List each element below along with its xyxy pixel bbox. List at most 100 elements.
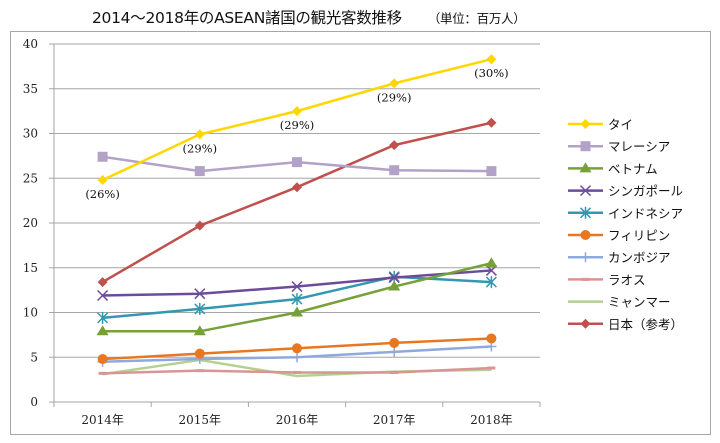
data-label: (29%) [183,141,218,155]
data-point [194,166,205,177]
data-point [292,182,302,193]
data-point [388,272,400,284]
legend-item: タイ [568,117,633,132]
series-lines [96,54,498,378]
series-7 [98,366,496,375]
data-point [97,175,108,186]
y-tick-label: 40 [23,37,38,51]
data-point [389,337,400,348]
data-point [194,288,206,300]
legend-label: シンガポール [608,184,683,199]
series-1 [97,151,497,177]
chart-frame [10,31,711,435]
x-tick-label: 2018年 [470,413,513,427]
data-label: (26%) [85,187,120,201]
data-point [97,289,109,302]
chart-title: 2014～2018年のASEAN諸国の観光客数推移 （単位：百万人） [92,6,526,28]
legend: タイマレーシアベトナムシンガポールインドネシアフィリピンカンボジアラオスミャンマ… [568,117,683,332]
legend-marker [579,162,592,173]
legend-item: フィリピン [568,228,670,243]
y-tick-label: 10 [23,306,38,320]
legend-item: シンガポール [568,184,683,199]
series-0 [97,54,497,186]
y-tick-label: 35 [23,82,38,96]
data-point [194,220,205,231]
legend-label: ラオス [608,272,646,287]
data-point [97,151,108,162]
data-label: (29%) [280,118,315,132]
data-labels: (26%) (29%) (29%) (29%) (30%) [85,66,508,201]
legend-label: タイ [608,117,633,132]
data-point [389,346,400,357]
legend-label: ベトナム [608,161,658,176]
data-point [96,325,109,336]
legend-marker [580,252,591,263]
legend-label: 日本（参考） [608,317,683,332]
data-point [97,277,108,288]
legend-marker [580,141,591,152]
legend-label: マレーシア [608,139,670,154]
data-point [292,106,302,117]
y-tick-label: 20 [23,216,38,230]
y-tick-label: 0 [30,395,38,409]
legend-item: マレーシア [568,139,670,154]
x-tick-label: 2017年 [373,413,416,427]
y-tick-label: 25 [23,171,38,185]
data-point [194,302,206,315]
data-point [292,352,302,363]
series-line [101,121,492,284]
series-5 [97,333,497,365]
data-point [485,276,497,289]
x-tick-label: 2015年 [179,413,222,427]
data-point [194,129,205,140]
data-point [486,54,497,65]
data-point [389,78,400,89]
legend-marker [580,230,591,240]
axes: 0 5 10 15 20 25 30 35 40 2014年 2015年 2016年 2017年 2018… [23,37,541,427]
data-point [291,293,303,306]
data-point [97,354,108,365]
series-2 [96,257,498,336]
legend-label: インドネシア [608,206,683,221]
data-point [97,311,109,324]
legend-marker [580,119,591,129]
data-label: (29%) [377,90,412,104]
data-point [486,117,497,128]
chart-unit-label: （単位：百万人） [427,11,526,26]
legend-item: カンボジア [568,250,671,265]
data-point [486,333,497,344]
data-point [485,257,498,268]
data-point [292,343,302,354]
legend-label: フィリピン [608,228,670,243]
x-tick-label: 2014年 [81,413,124,427]
chart-title-text: 2014～2018年のASEAN諸国の観光客数推移 [92,9,402,27]
data-point [291,306,303,317]
legend-item: ラオス [568,272,646,287]
legend-item: インドネシア [568,206,683,221]
legend-marker [579,206,592,219]
data-point [291,281,303,293]
legend-item: 日本（参考） [568,317,683,332]
series-line [102,269,492,297]
legend-marker [579,185,592,197]
legend-item: ベトナム [568,161,658,176]
data-point [389,140,400,151]
x-tick-label: 2016年 [276,413,319,427]
data-label: (30%) [474,66,509,80]
data-point [292,157,302,168]
data-point [193,325,206,336]
legend-item: ミャンマー [568,295,671,310]
y-tick-label: 5 [30,350,38,364]
y-tick-label: 15 [23,261,38,275]
data-point [388,280,401,291]
legend-label: ミャンマー [608,295,671,310]
y-tick-label: 30 [23,127,38,141]
data-point [486,166,497,177]
data-point [194,348,205,359]
series-9 [97,117,497,288]
data-point [389,165,400,176]
legend-label: カンボジア [608,250,671,265]
series-6 [97,341,497,367]
legend-marker [580,318,591,329]
